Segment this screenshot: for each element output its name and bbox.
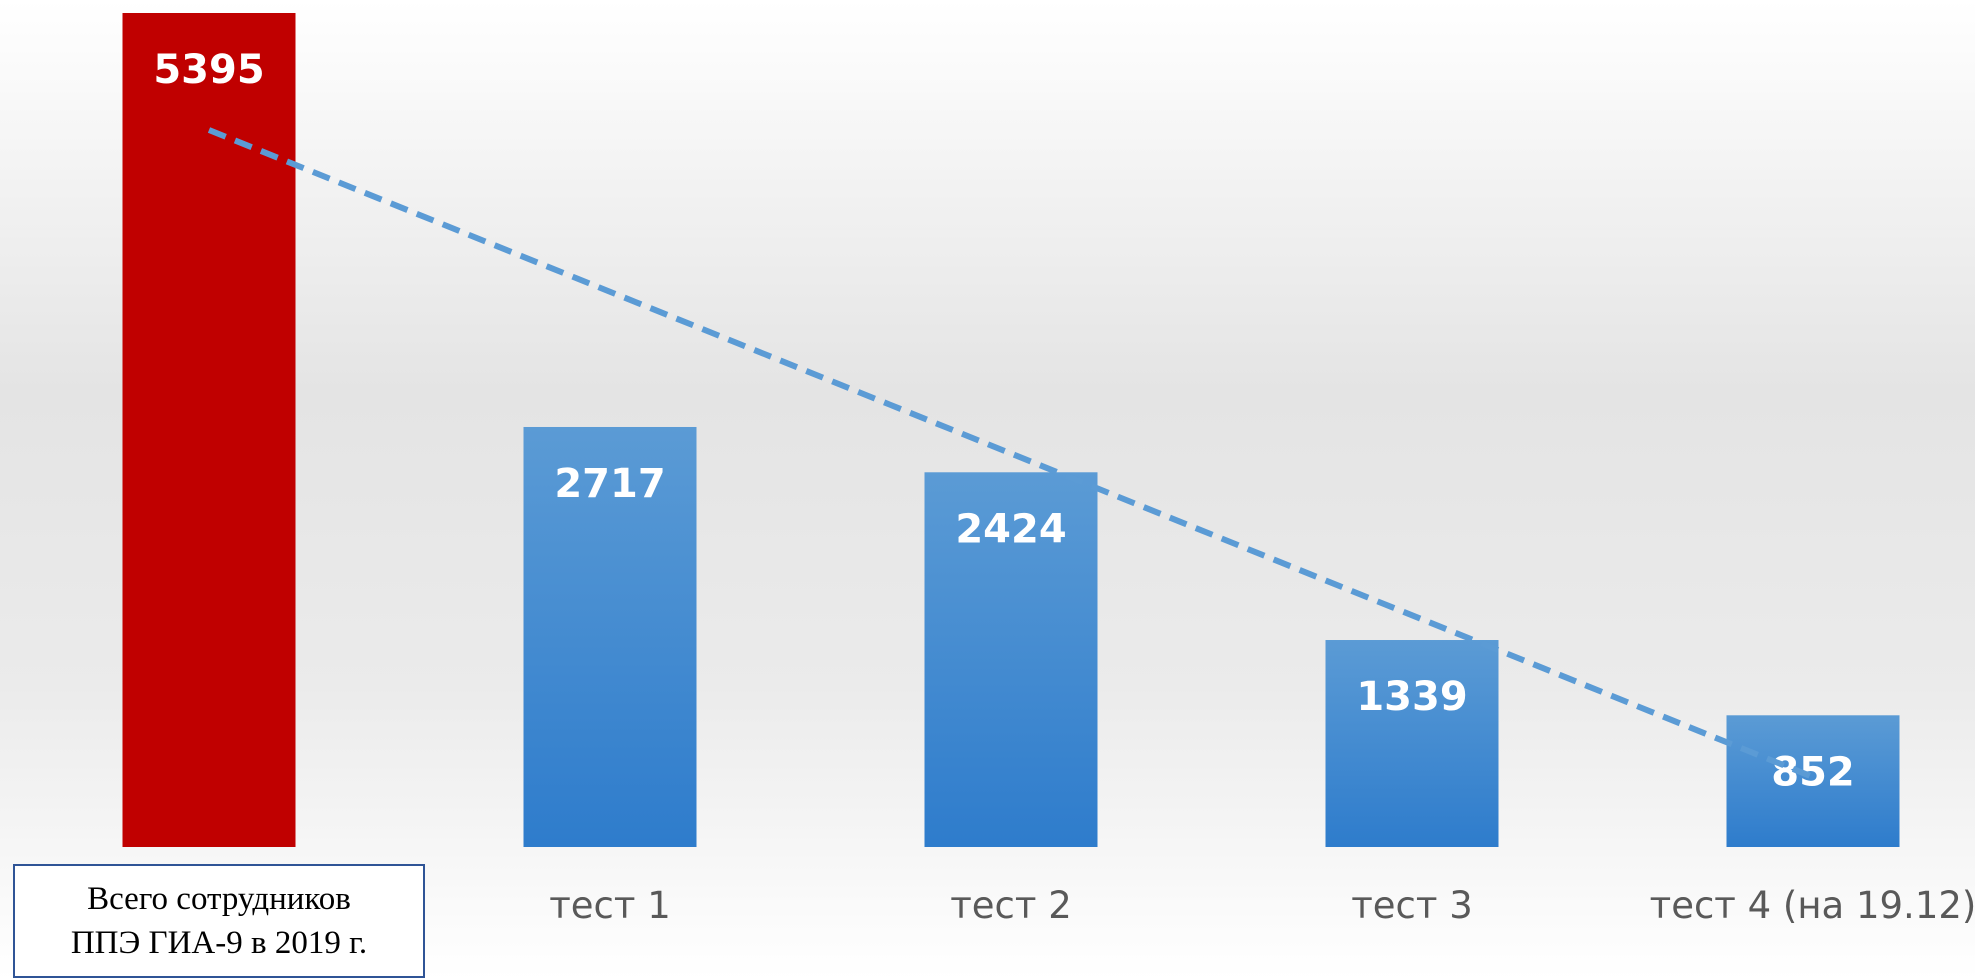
data-label: 852 <box>1771 749 1855 795</box>
bar <box>122 13 296 847</box>
bar <box>523 426 697 847</box>
bar <box>924 472 1098 847</box>
data-label: 2424 <box>955 506 1066 552</box>
trendline <box>207 127 1815 780</box>
bar <box>1726 715 1900 847</box>
bar <box>1325 640 1499 847</box>
x-tick-label: тест 2 <box>950 884 1072 927</box>
x-tick-label: тест 3 <box>1351 884 1473 927</box>
data-label: 5395 <box>153 47 264 93</box>
first-category-box: Всего сотрудников ППЭ ГИА-9 в 2019 г. <box>13 864 425 978</box>
data-label: 2717 <box>554 461 665 507</box>
x-tick-label: тест 1 <box>549 884 671 927</box>
data-label: 1339 <box>1356 674 1467 720</box>
x-tick-label: тест 4 (на 19.12) <box>1650 884 1975 927</box>
